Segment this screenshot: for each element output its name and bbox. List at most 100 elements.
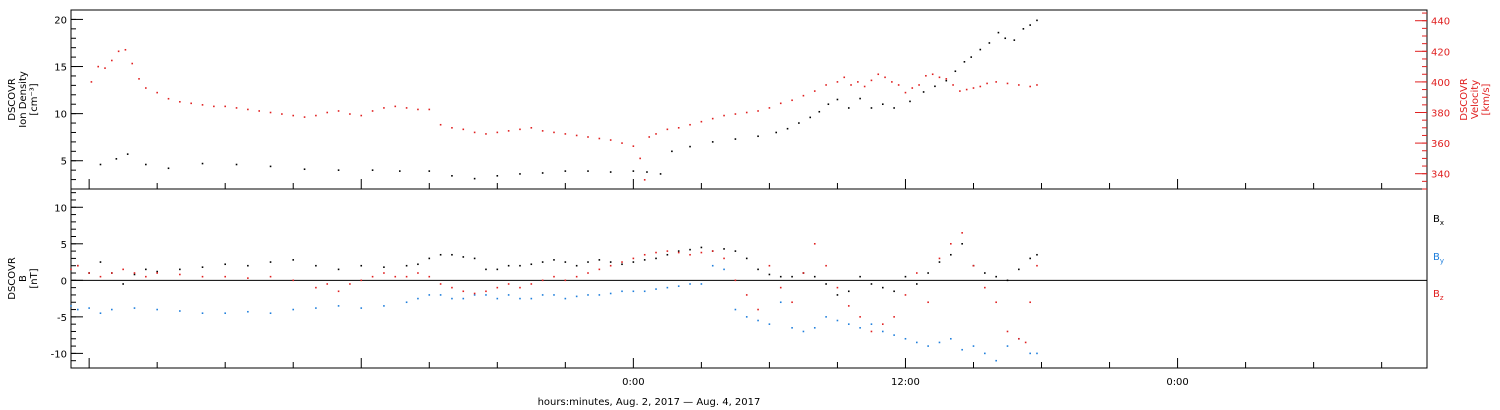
bz-series-point bbox=[791, 301, 793, 304]
by-series-point bbox=[779, 301, 782, 304]
bx-series-point bbox=[587, 261, 589, 263]
bx-series-point bbox=[417, 263, 419, 266]
ion-density-series-point bbox=[909, 100, 911, 103]
ion-density-series-point bbox=[646, 171, 648, 173]
panel-frame bbox=[70, 9, 1428, 190]
bx-series-point bbox=[507, 264, 510, 267]
by-series-point bbox=[745, 316, 748, 318]
bz-series-point bbox=[473, 292, 476, 295]
ion-density-series-point bbox=[473, 177, 476, 180]
velocity-series-point bbox=[213, 105, 215, 108]
by-series-point bbox=[473, 294, 476, 296]
y-tick-label: 420 bbox=[1431, 47, 1450, 58]
bz-series-point bbox=[825, 264, 827, 267]
bx-series-point bbox=[666, 253, 669, 256]
bz-series-point bbox=[201, 275, 204, 278]
bz-series-point bbox=[326, 283, 329, 285]
bz-series-point bbox=[961, 232, 963, 234]
b-field-axis-title-line: [nT] bbox=[29, 268, 40, 288]
velocity-series-point bbox=[931, 73, 934, 76]
velocity-series-point bbox=[857, 81, 859, 83]
velocity-series-point bbox=[598, 137, 601, 140]
velocity-series-point bbox=[700, 120, 703, 123]
by-series-point bbox=[224, 312, 226, 315]
ion-density-series-point bbox=[167, 167, 170, 170]
y-tick-label: 400 bbox=[1431, 78, 1450, 89]
velocity-series-point bbox=[104, 67, 106, 69]
velocity-series-point bbox=[349, 113, 351, 115]
velocity-series-point bbox=[632, 145, 635, 147]
bx-series-point bbox=[462, 256, 465, 258]
velocity-series-point bbox=[891, 81, 893, 83]
velocity-series-point bbox=[90, 81, 93, 83]
bz-series-point bbox=[496, 286, 499, 289]
by-series-point bbox=[881, 330, 884, 333]
bz-series-point bbox=[621, 261, 623, 263]
bx-series-point bbox=[632, 261, 635, 263]
velocity-axis-title-line: DSCOVR bbox=[1459, 78, 1470, 121]
ion-density-series-point bbox=[997, 31, 1000, 34]
ion-density-series-point bbox=[145, 163, 147, 166]
ion-density-series-point bbox=[609, 171, 612, 173]
velocity-series-point bbox=[621, 142, 623, 144]
bx-series-point bbox=[859, 275, 861, 278]
ion-density-series-point bbox=[979, 48, 982, 51]
velocity-series-point bbox=[959, 90, 961, 92]
velocity-series-point bbox=[1006, 82, 1009, 85]
ion-density-series-point bbox=[757, 135, 759, 138]
bz-series-point bbox=[269, 275, 272, 278]
ion-density-series-point bbox=[564, 170, 567, 172]
ion-density-series-point bbox=[398, 170, 401, 172]
velocity-series-point bbox=[564, 133, 567, 135]
ion-density-series-point bbox=[922, 91, 925, 93]
by-series-point bbox=[847, 323, 850, 325]
panel-frame bbox=[70, 188, 1428, 369]
bz-series-point bbox=[315, 286, 317, 289]
velocity-series-point bbox=[655, 133, 657, 135]
ion-density-series-point bbox=[337, 169, 340, 171]
by-series-point bbox=[133, 307, 136, 309]
ion-density-series-point bbox=[519, 173, 521, 175]
bx-series-point bbox=[451, 253, 453, 256]
bx-series-point bbox=[201, 266, 204, 268]
by-series-point bbox=[598, 294, 601, 296]
bx-series-point bbox=[156, 270, 158, 273]
by-series-point bbox=[575, 295, 578, 298]
bz-series-point bbox=[893, 316, 895, 318]
time-axis: 0:00 12:00 0:00 hours:minutes, Aug. 2, 2017… bbox=[88, 179, 1383, 408]
bx-series-point bbox=[269, 261, 272, 263]
bz-series-point bbox=[859, 316, 861, 318]
y-tick-label: 5 bbox=[61, 240, 67, 251]
velocity-series-point bbox=[884, 76, 886, 79]
velocity-series-point bbox=[111, 59, 113, 62]
bz-series-point bbox=[439, 283, 442, 285]
bz-series-point bbox=[156, 272, 158, 274]
bx-series-point bbox=[292, 259, 295, 261]
bx-series-point bbox=[643, 259, 646, 261]
velocity-series-point bbox=[979, 85, 982, 88]
velocity-series-point bbox=[897, 84, 900, 86]
bx-series-point bbox=[621, 263, 623, 266]
bx-series-point bbox=[530, 263, 533, 266]
velocity-series-point bbox=[428, 108, 431, 111]
ion-density-series-point bbox=[269, 165, 272, 168]
bx-series-point bbox=[1036, 253, 1038, 256]
velocity-series-point bbox=[281, 113, 283, 115]
by-series-point bbox=[666, 286, 669, 289]
velocity-series-point bbox=[224, 105, 226, 108]
velocity-series-point bbox=[870, 79, 873, 82]
bz-series-point bbox=[553, 275, 555, 278]
by-series-point bbox=[632, 290, 635, 293]
ion-density-series-point bbox=[786, 127, 789, 130]
bz-series-point bbox=[371, 275, 374, 278]
by-series-point bbox=[972, 345, 975, 347]
bx-series-point bbox=[938, 261, 941, 263]
velocity-series-point bbox=[643, 179, 646, 181]
velocity-series-point bbox=[877, 73, 880, 76]
bz-series-point bbox=[802, 272, 805, 274]
velocity-axis-title: DSCOVR Velocity [km/s] bbox=[1459, 78, 1492, 121]
velocity-series-point bbox=[1036, 84, 1038, 86]
velocity-series-point bbox=[768, 107, 771, 109]
bz-series-point bbox=[587, 272, 589, 274]
ion-density-series-point bbox=[587, 170, 589, 172]
